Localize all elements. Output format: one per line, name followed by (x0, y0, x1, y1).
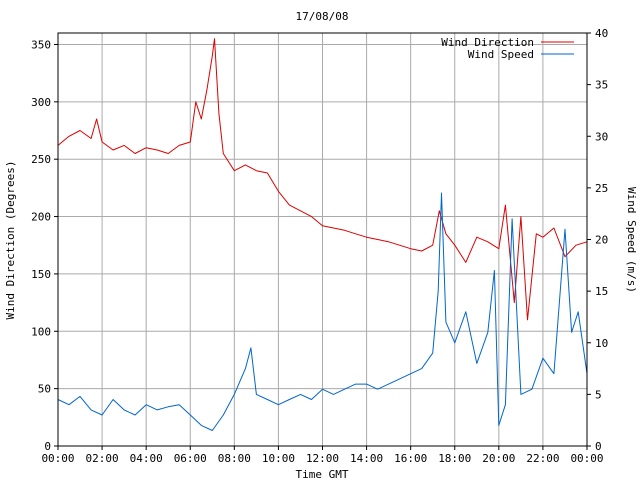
y-left-tick-label: 250 (31, 153, 51, 166)
y-left-tick-label: 100 (31, 325, 51, 338)
x-tick-label: 10:00 (262, 452, 295, 465)
x-tick-label: 04:00 (130, 452, 163, 465)
x-tick-label: 02:00 (86, 452, 119, 465)
y-axis-right-label: Wind Speed (m/s) (625, 187, 638, 293)
y-right-tick-label: 5 (595, 388, 602, 401)
chart-title: 17/08/08 (296, 10, 349, 23)
series-layer (57, 38, 588, 431)
legend: Wind Direction Wind Speed (441, 36, 574, 61)
x-tick-label: 06:00 (174, 452, 207, 465)
x-tick-label: 22:00 (526, 452, 559, 465)
y-right-tick-label: 25 (595, 182, 608, 195)
y-right-tick-label: 0 (595, 440, 602, 453)
y-right-tick-label: 15 (595, 285, 608, 298)
y-left-tick-label: 50 (38, 383, 51, 396)
y-left-tick-label: 300 (31, 96, 51, 109)
x-tick-label: 12:00 (306, 452, 339, 465)
series-line-wind-speed (57, 192, 588, 431)
y-right-tick-label: 10 (595, 337, 608, 350)
x-tick-label: 16:00 (394, 452, 427, 465)
y-left-tick-label: 350 (31, 38, 51, 51)
series-line-wind-direction (57, 38, 588, 321)
y-right-tick-label: 20 (595, 234, 608, 247)
y-left-tick-label: 200 (31, 211, 51, 224)
x-axis-label: Time GMT (296, 468, 349, 480)
x-tick-label: 00:00 (570, 452, 603, 465)
x-tick-label: 14:00 (350, 452, 383, 465)
y-left-tick-label: 0 (44, 440, 51, 453)
x-tick-label: 08:00 (218, 452, 251, 465)
legend-label-wind-speed: Wind Speed (468, 48, 534, 61)
tick-layer: 00:00 02:00 04:00 06:00 08:00 10:00 12:00 14:00… (31, 27, 608, 465)
x-tick-label: 18:00 (438, 452, 471, 465)
y-right-tick-label: 30 (595, 130, 608, 143)
grid-layer (58, 33, 587, 446)
y-right-tick-label: 40 (595, 27, 608, 40)
x-tick-label: 00:00 (41, 452, 74, 465)
legend-label-wind-direction: Wind Direction (441, 36, 534, 49)
y-left-tick-label: 150 (31, 268, 51, 281)
y-axis-left-label: Wind Direction (Degrees) (4, 161, 17, 320)
y-right-tick-label: 35 (595, 79, 608, 92)
x-tick-label: 20:00 (482, 452, 515, 465)
